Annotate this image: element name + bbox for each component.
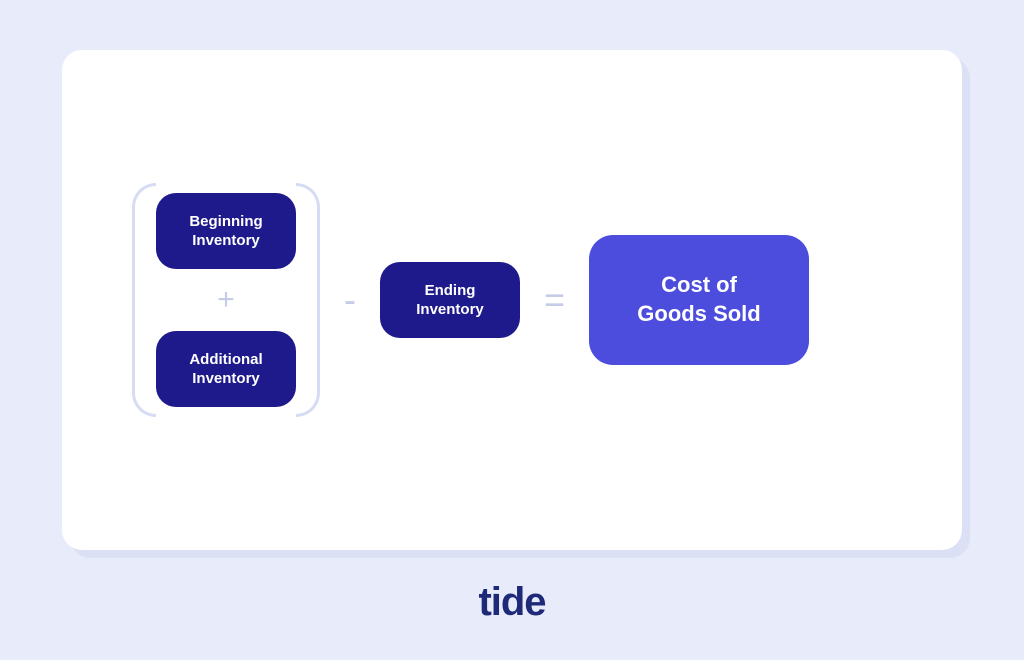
additional-label-line1: Additional bbox=[189, 351, 262, 368]
right-bracket bbox=[296, 183, 320, 417]
ending-label-line1: Ending bbox=[425, 282, 476, 299]
beginning-label-line2: Inventory bbox=[192, 232, 260, 249]
additional-label-line2: Inventory bbox=[192, 370, 260, 387]
stacked-terms: Beginning Inventory + Additional Invento… bbox=[156, 183, 296, 417]
left-bracket bbox=[132, 183, 156, 417]
formula-card: Beginning Inventory + Additional Invento… bbox=[62, 50, 962, 550]
ending-inventory-box: Ending Inventory bbox=[380, 262, 520, 338]
result-box: Cost of Goods Sold bbox=[589, 235, 809, 365]
bracket-group: Beginning Inventory + Additional Invento… bbox=[132, 183, 320, 417]
plus-operator: + bbox=[217, 283, 235, 317]
result-label-line1: Cost of bbox=[661, 272, 737, 297]
ending-label-line2: Inventory bbox=[416, 301, 484, 318]
equals-operator: = bbox=[544, 282, 565, 318]
minus-operator: - bbox=[344, 282, 356, 318]
formula-container: Beginning Inventory + Additional Invento… bbox=[102, 183, 922, 417]
beginning-label-line1: Beginning bbox=[189, 213, 262, 230]
additional-inventory-box: Additional Inventory bbox=[156, 331, 296, 407]
beginning-inventory-box: Beginning Inventory bbox=[156, 193, 296, 269]
result-label-line2: Goods Sold bbox=[637, 301, 760, 326]
tide-logo: tide bbox=[478, 580, 545, 625]
